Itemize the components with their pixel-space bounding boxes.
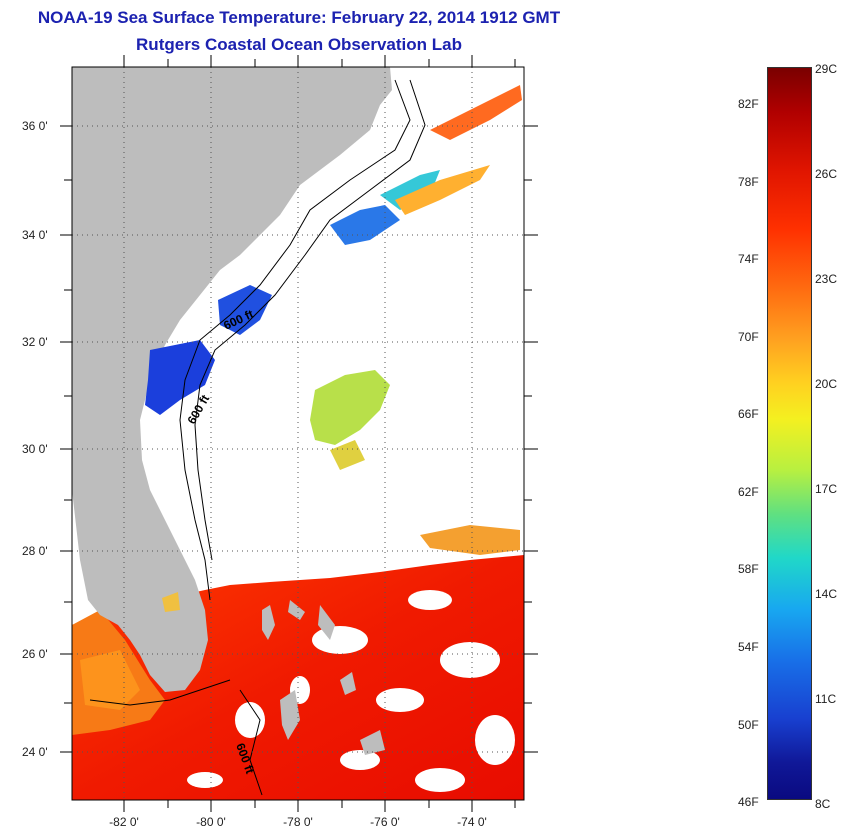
lat-label-26: 26 0' [22,647,48,661]
c-label-29: 29C [815,62,838,76]
lon-label-78: -78 0' [283,815,313,829]
lat-label-32: 32 0' [22,335,48,349]
f-label-66: 66F [738,407,759,421]
f-label-54: 54F [738,640,759,654]
f-label-62: 62F [738,485,759,499]
f-label-82: 82F [738,97,759,111]
lat-label-28: 28 0' [22,544,48,558]
offshore-patch [310,370,390,445]
eastern-patches [420,525,520,555]
f-label-58: 58F [738,562,759,576]
c-label-11: 11C [815,692,837,706]
temperature-colorbar [767,67,812,800]
lon-label-76: -76 0' [370,815,400,829]
lat-label-36: 36 0' [22,119,48,133]
cold-water-central [218,285,272,335]
gulf-warm-water-2 [80,650,140,710]
c-label-23: 23C [815,272,838,286]
lon-label-82: -82 0' [109,815,139,829]
lat-label-34: 34 0' [22,228,48,242]
map-title: NOAA-19 Sea Surface Temperature: Februar… [37,8,561,27]
c-label-14: 14C [815,587,838,601]
land-mass-us [72,67,392,692]
c-label-20: 20C [815,377,838,391]
lon-label-80: -80 0' [196,815,226,829]
axis-ticks [60,55,538,812]
cloud-gaps [187,590,515,792]
warm-filament-mid [395,165,490,215]
f-label-50: 50F [738,718,759,732]
lat-label-30: 30 0' [22,442,48,456]
lat-label-24: 24 0' [22,745,48,759]
f-label-78: 78F [738,175,759,189]
lat-lon-grid [72,67,524,800]
lon-label-74: -74 0' [457,815,487,829]
c-label-8: 8C [815,797,831,811]
f-label-70: 70F [738,330,759,344]
offshore-patch-2 [330,440,365,470]
c-label-17: 17C [815,482,838,496]
f-label-46: 46F [738,795,759,809]
small-warm-patch [162,592,180,612]
f-label-74: 74F [738,252,759,266]
depth-contours [89,79,426,796]
cold-coastal-water [145,340,215,415]
bahamas-islands [262,600,385,755]
c-label-26: 26C [815,167,838,181]
map-subtitle: Rutgers Coastal Ocean Observation Lab [136,35,462,54]
